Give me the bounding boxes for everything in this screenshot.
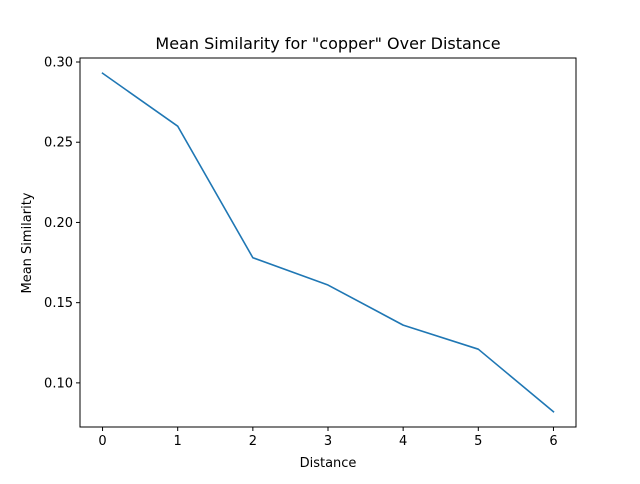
- x-tick-label: 4: [399, 434, 407, 449]
- series-layer: [101, 72, 555, 413]
- y-tick-label: 0.30: [44, 56, 73, 71]
- y-tick-label: 0.20: [44, 216, 73, 231]
- x-axis: 0 1 2 3 4 5 6: [98, 427, 558, 449]
- x-axis-label: Distance: [300, 456, 357, 471]
- x-tick-label: 5: [474, 434, 482, 449]
- series-line: [101, 72, 555, 413]
- y-tick-label: 0.10: [44, 376, 73, 391]
- x-tick-label: 3: [324, 434, 332, 449]
- x-tick-label: 1: [174, 434, 182, 449]
- y-tick-label: 0.25: [44, 136, 73, 151]
- x-tick-label: 6: [549, 434, 557, 449]
- y-axis-label: Mean Similarity: [20, 192, 35, 293]
- x-tick-label: 2: [249, 434, 257, 449]
- y-tick-label: 0.15: [44, 296, 73, 311]
- y-axis: 0.10 0.15 0.20 0.25 0.30: [44, 56, 80, 391]
- x-tick-label: 0: [98, 434, 106, 449]
- chart-title: Mean Similarity for "copper" Over Distan…: [155, 34, 500, 53]
